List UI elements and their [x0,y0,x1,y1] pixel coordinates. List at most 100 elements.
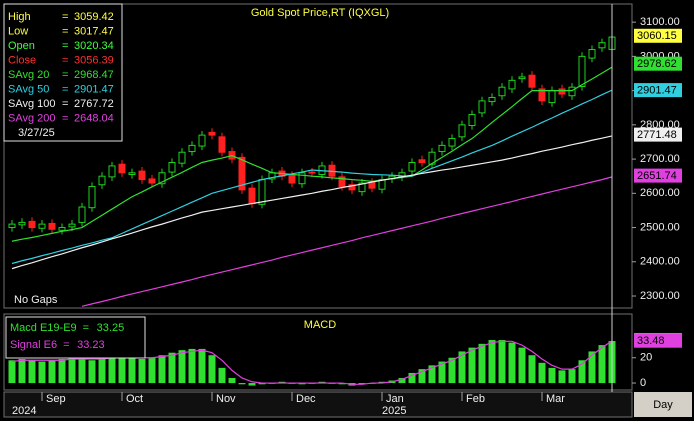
moving-average-line [11,66,613,242]
macd-bar [448,357,456,384]
macd-bar [458,351,466,384]
macd-bar [18,359,26,384]
period-label: Day [653,399,673,411]
candle-body [338,176,346,187]
legend-label: Close [8,54,36,66]
legend-value: 3017.47 [74,25,114,37]
legend-separator: = [62,11,68,23]
macd-bar [38,361,46,384]
macd-bar [508,342,516,384]
candle-body [568,86,576,97]
y-tick-label: 2700.00 [640,153,680,165]
y-tick-label: 2400.00 [640,256,680,268]
candle-body [58,227,66,231]
candle-body [248,187,256,205]
macd-bar [138,359,146,384]
legend-separator: = [62,54,68,66]
candle-body [598,42,606,49]
legend-value: 3056.39 [74,54,114,66]
candle-body [438,144,446,153]
macd-bar [468,347,476,384]
macd-bar [78,359,86,384]
y-tick-label: 2600.00 [640,187,680,199]
value-marker-label: 2651.74 [637,170,677,182]
macd-bar [118,356,126,384]
macd-bar [108,356,116,384]
candle-body [18,221,26,226]
candle-body [588,49,596,59]
macd-legend-separator: = [63,339,69,351]
value-marker-label: 33.48 [637,335,665,347]
y-tick-label: 20 [640,352,652,364]
candle-body [8,223,16,229]
overlay: 2300.002400.002500.002600.002700.002800.… [3,3,682,417]
period-box [634,392,692,417]
candle-body [368,181,376,189]
candle-body [178,151,186,164]
candle-body [108,165,116,178]
macd-bar [168,352,176,384]
macd-bar [498,340,506,384]
macd-legend-box [5,316,146,359]
legend-label: Low [8,25,28,37]
macd-legend-label: Signal E6 [10,339,57,351]
macd-bar [188,348,196,384]
macd-legend-separator: = [83,322,89,334]
macd-bar [418,369,426,384]
x-year-label: 2024 [12,405,36,417]
macd-bar [8,360,16,384]
legend-value: 3020.34 [74,40,114,52]
macd-bar [28,360,36,384]
macd-bar [488,340,496,384]
legend-separator: = [62,25,68,37]
macd-bar [68,357,76,384]
candle-body [138,170,146,181]
candle-body [538,88,546,102]
macd-bar [358,383,366,385]
value-marker-label: 3060.15 [637,30,677,42]
macd-bar [518,347,526,384]
legend-value: 2767.72 [74,98,114,110]
macd-bar [128,357,136,384]
candle-body [148,178,156,184]
macd-bar [298,383,306,385]
candle-body [298,172,306,185]
macd-bar [438,361,446,384]
x-year-label: 2025 [382,405,406,417]
legend-value: 2648.04 [74,112,114,124]
value-marker [634,168,682,183]
candle-body [468,114,476,127]
macd-bar [338,383,346,385]
macd-legend-label: Macd E19-E9 [10,322,77,334]
macd-bar [548,367,556,384]
x-tick-label: Jan [386,393,404,405]
value-marker [634,28,682,43]
x-tick-label: Oct [126,393,143,405]
candle-body [578,55,586,88]
macd-bar [378,381,386,384]
macd-bar [98,357,106,384]
date-axis [3,391,633,418]
candle-body [158,172,166,185]
value-marker [634,333,682,348]
legend-box [3,3,123,142]
y-tick-label: 3100.00 [640,16,680,28]
candle-body [408,162,416,172]
candle-body [68,223,76,228]
macd-bar [148,357,156,384]
candle-body [488,96,496,103]
candle-body [478,100,486,114]
legend-label: Open [8,40,35,52]
candle-body [88,185,96,209]
macd-bar [588,351,596,384]
macd-bar [408,372,416,384]
legend-date: 3/27/25 [18,127,55,139]
macd-bar [198,348,206,384]
x-tick-label: Mar [546,393,565,405]
candle-body [348,184,356,191]
candle-body [308,171,316,174]
candle-body [548,90,556,104]
macd-bar [208,355,216,384]
candle-body [258,179,266,205]
